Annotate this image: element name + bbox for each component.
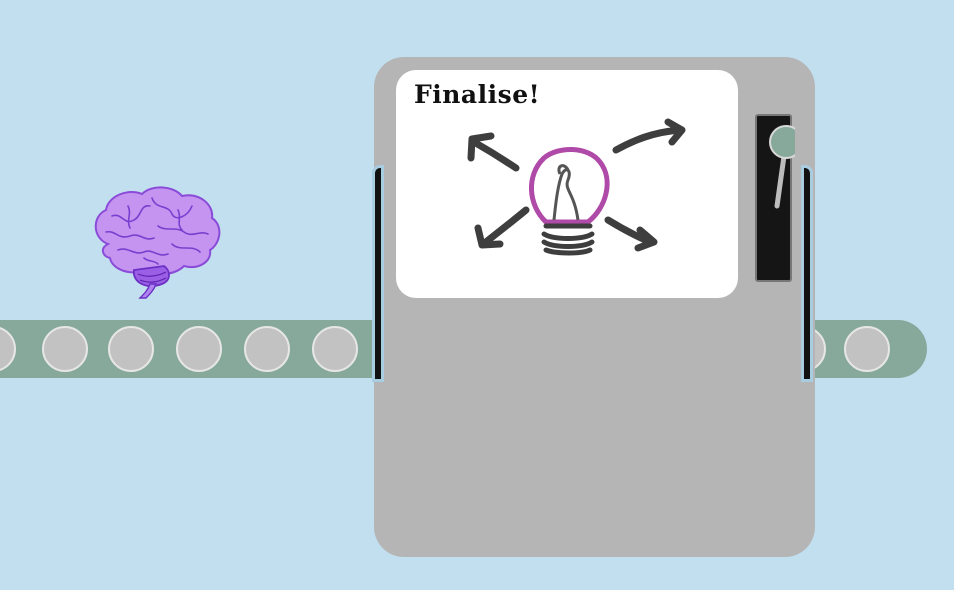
lightbulb-idea-icon	[467, 118, 686, 256]
machine-entry-slot	[372, 165, 384, 382]
belt-roller	[244, 326, 290, 372]
lever-handle-icon[interactable]	[755, 110, 795, 220]
belt-roller	[0, 326, 16, 372]
brain-icon[interactable]	[88, 186, 224, 302]
machine-exit-slot	[801, 165, 813, 382]
machine-screen: Finalise!	[396, 70, 738, 298]
belt-roller	[108, 326, 154, 372]
belt-roller	[42, 326, 88, 372]
conveyor-belt-right	[780, 320, 927, 378]
belt-roller	[844, 326, 890, 372]
belt-roller	[312, 326, 358, 372]
screen-title: Finalise!	[414, 80, 541, 109]
belt-roller	[176, 326, 222, 372]
conveyor-belt-left	[0, 320, 380, 378]
